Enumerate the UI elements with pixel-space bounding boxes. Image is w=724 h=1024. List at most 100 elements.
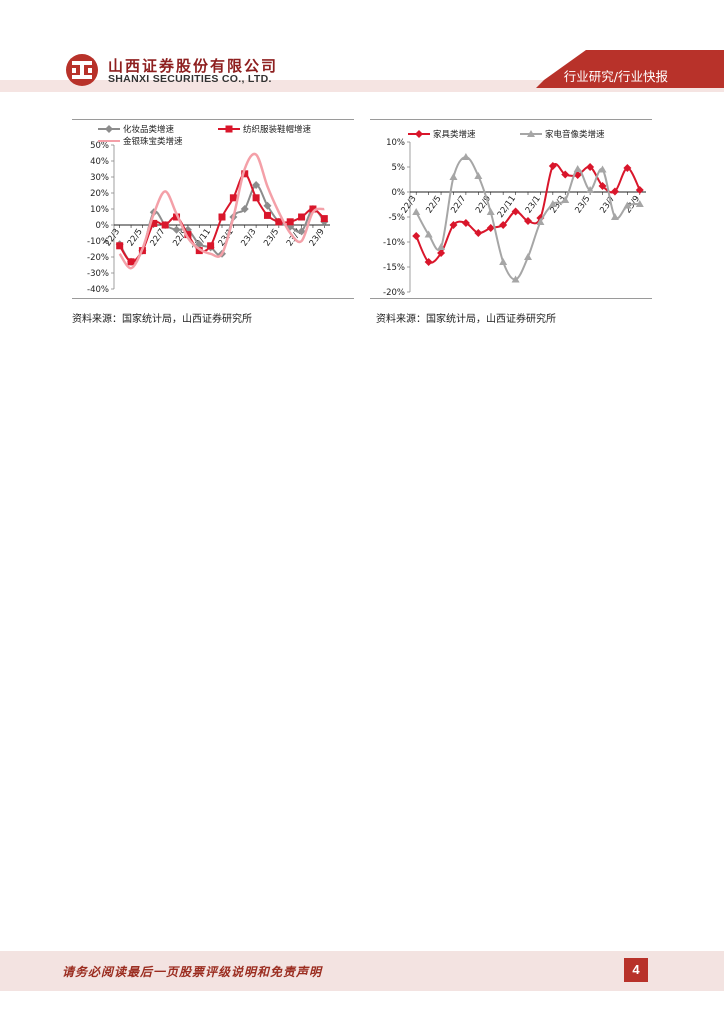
x-tick-label: 22/5 bbox=[424, 194, 443, 215]
data-point bbox=[252, 181, 261, 189]
data-point bbox=[412, 208, 421, 215]
data-point bbox=[486, 224, 495, 232]
company-name-en: SHANXI SECURITIES CO., LTD. bbox=[108, 73, 272, 85]
data-point bbox=[635, 200, 644, 207]
y-tick-label: 40% bbox=[90, 157, 109, 167]
data-point bbox=[298, 213, 306, 221]
data-point bbox=[511, 207, 520, 216]
x-tick-label: 23/7 bbox=[598, 194, 617, 215]
data-point bbox=[561, 170, 570, 179]
x-tick-label: 23/5 bbox=[573, 194, 592, 215]
y-tick-label: 0% bbox=[96, 221, 110, 231]
data-point bbox=[474, 229, 483, 237]
data-point bbox=[586, 186, 595, 193]
y-tick-label: -15% bbox=[383, 263, 405, 273]
data-point bbox=[499, 221, 508, 229]
company-name-cn: 山西证券股份有限公司 bbox=[108, 57, 279, 75]
x-tick-label: 23/9 bbox=[308, 227, 327, 248]
right-chart: 10% 5% 0% -5% -10% -15% -20% 22/3 22/5 22/7 22/9 22… bbox=[370, 119, 652, 299]
legend-label: 化妆品类增速 bbox=[123, 124, 175, 135]
data-point bbox=[240, 205, 249, 213]
y-tick-label: 5% bbox=[392, 163, 406, 173]
data-point bbox=[195, 240, 204, 249]
data-point bbox=[195, 247, 203, 255]
data-point bbox=[320, 215, 328, 223]
data-point bbox=[173, 213, 181, 221]
data-point bbox=[437, 249, 446, 257]
data-point bbox=[424, 230, 433, 238]
data-point bbox=[610, 213, 619, 220]
data-point bbox=[461, 153, 470, 160]
data-point bbox=[610, 187, 619, 196]
x-tick-label: 22/7 bbox=[449, 194, 468, 215]
left-chart-source: 资料来源：国家统计局，山西证券研究所 bbox=[72, 314, 252, 325]
data-point bbox=[127, 258, 135, 266]
section-label: 行业研究/行业快报 bbox=[563, 69, 668, 84]
y-tick-label: 10% bbox=[90, 205, 109, 215]
data-point bbox=[623, 201, 632, 209]
x-tick-label: 23/5 bbox=[262, 227, 281, 248]
data-point bbox=[252, 194, 260, 202]
data-point bbox=[598, 182, 607, 190]
data-point bbox=[499, 258, 508, 265]
y-tick-label: 50% bbox=[90, 141, 109, 151]
legend-label: 家电音像类增速 bbox=[545, 129, 605, 140]
data-point bbox=[524, 253, 532, 260]
data-point bbox=[586, 163, 595, 171]
data-point bbox=[548, 200, 557, 207]
y-tick-label: -5% bbox=[388, 213, 405, 223]
left-chart: 50% 40% 30% 20% 10% 0% -10% -20% -30% -40% 22/3 22/… bbox=[72, 119, 354, 299]
data-point bbox=[241, 170, 249, 178]
data-point bbox=[635, 186, 644, 194]
y-tick-label: -30% bbox=[87, 269, 109, 279]
data-point bbox=[116, 242, 124, 250]
left-chart-svg: 50%40%30%20%10%0%-10%-20%-30%-40%22/3 22/… bbox=[87, 124, 330, 295]
data-point bbox=[623, 164, 632, 172]
y-tick-label: 30% bbox=[90, 173, 109, 183]
header-band bbox=[0, 50, 724, 92]
legend-label: 金银珠宝类增速 bbox=[123, 136, 183, 147]
data-point bbox=[449, 173, 458, 180]
data-point bbox=[598, 165, 607, 173]
x-tick-label: 23/3 bbox=[239, 227, 258, 248]
data-point bbox=[449, 221, 458, 229]
legend-marker bbox=[105, 125, 113, 133]
data-point bbox=[548, 162, 557, 170]
x-tick-label: 22/5 bbox=[126, 227, 145, 248]
legend-label: 纺织服装鞋帽增速 bbox=[243, 124, 312, 135]
data-point bbox=[424, 258, 433, 266]
legend-marker bbox=[415, 130, 423, 138]
y-tick-label: 0% bbox=[392, 188, 406, 198]
legend-marker bbox=[225, 125, 233, 133]
data-point bbox=[486, 208, 495, 215]
data-point bbox=[297, 227, 306, 236]
right-chart-svg: 10%5%0%-5%-10%-15%-20%22/3 22/5 22/7 22/9 22… bbox=[383, 129, 646, 298]
data-point bbox=[309, 205, 317, 213]
data-point bbox=[263, 201, 272, 210]
data-point bbox=[573, 165, 582, 172]
data-point bbox=[218, 213, 226, 221]
footer-disclaimer: 请务必阅读最后一页股票评级说明和免责声明 bbox=[62, 965, 323, 979]
data-point bbox=[150, 219, 158, 227]
data-point bbox=[412, 232, 421, 240]
y-tick-label: -40% bbox=[87, 285, 109, 295]
data-point bbox=[161, 221, 169, 229]
y-tick-label: -10% bbox=[87, 237, 109, 247]
company-logo-icon bbox=[66, 54, 98, 86]
data-point bbox=[511, 275, 520, 283]
data-point bbox=[184, 231, 192, 239]
data-point bbox=[229, 194, 237, 202]
data-point bbox=[536, 218, 545, 225]
data-point bbox=[172, 225, 181, 234]
legend-label: 家具类增速 bbox=[433, 129, 476, 140]
footer-band bbox=[0, 951, 724, 991]
legend-marker bbox=[527, 130, 535, 137]
data-point bbox=[275, 218, 283, 226]
x-tick-label: 22/11 bbox=[496, 194, 518, 220]
data-point bbox=[561, 196, 570, 203]
series-line bbox=[118, 152, 325, 270]
y-tick-label: -20% bbox=[87, 253, 109, 263]
data-point bbox=[286, 218, 294, 226]
y-tick-label: 20% bbox=[90, 189, 109, 199]
y-tick-label: -20% bbox=[383, 288, 405, 298]
